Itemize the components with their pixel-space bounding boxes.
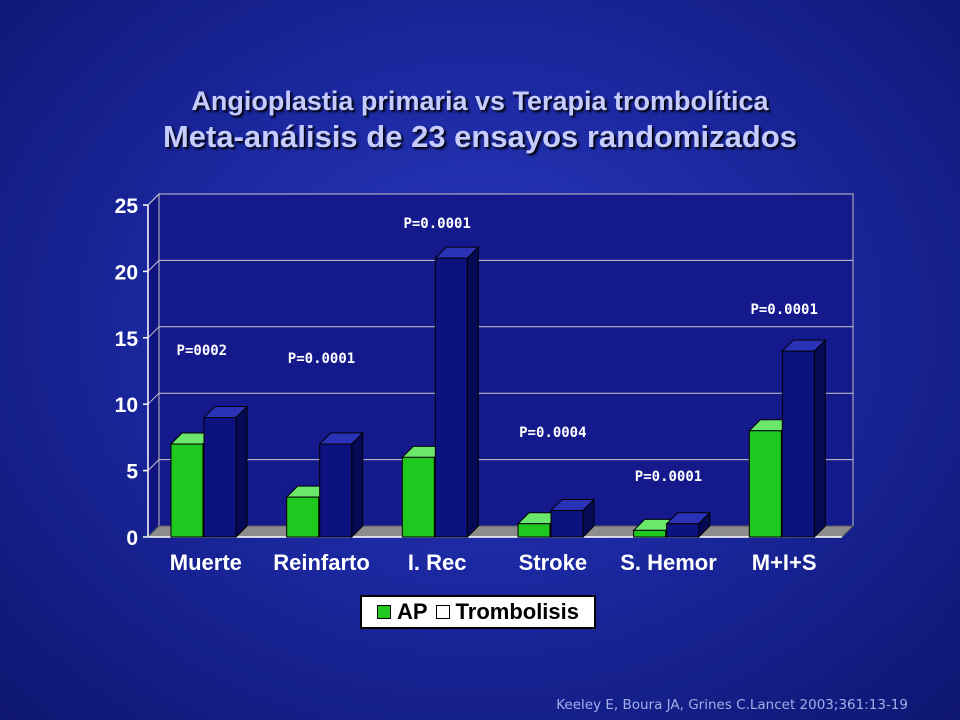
- bar-ap: [401, 456, 435, 538]
- x-tick-label: M+I+S: [752, 550, 817, 575]
- bar-side-trombolisis: [235, 405, 248, 539]
- bar-side-trombolisis: [813, 338, 826, 539]
- x-tick-label: S. Hemor: [620, 550, 717, 575]
- y-tick-label: 20: [115, 261, 138, 284]
- bar-trombolisis: [203, 416, 237, 538]
- y-tick-label: 5: [126, 461, 138, 484]
- y-tick-label: 15: [115, 328, 139, 351]
- y-tick-label: 25: [115, 195, 139, 218]
- bar-ap: [517, 523, 551, 538]
- p-value-annotation: P=0.0001: [750, 302, 817, 318]
- gridline-side: [147, 193, 160, 206]
- chart-title: Angioplastia primaria vs Terapia trombol…: [191, 86, 769, 116]
- plot-side-wall: [147, 192, 160, 539]
- x-tick-label: Stroke: [519, 550, 587, 575]
- p-value-annotation: P=0.0001: [288, 351, 355, 367]
- legend-label-ap: AP: [396, 599, 428, 624]
- bar-side-trombolisis: [351, 431, 364, 539]
- x-tick-label: Reinfarto: [273, 550, 370, 575]
- legend-item-ap: AP: [376, 599, 428, 625]
- bar-ap: [170, 443, 204, 538]
- plot-area: [158, 193, 854, 527]
- bar-ap: [633, 529, 667, 538]
- bar-trombolisis: [781, 350, 815, 538]
- y-tick-label: 10: [115, 394, 138, 417]
- bar-side-trombolisis: [466, 245, 479, 539]
- x-tick-label: I. Rec: [408, 550, 467, 575]
- p-value-annotation: P=0002: [177, 343, 228, 359]
- p-value-annotation: P=0.0001: [635, 469, 702, 485]
- bar-trombolisis: [319, 443, 353, 538]
- bar-ap: [748, 430, 782, 538]
- bar-trombolisis: [550, 509, 584, 538]
- chart-subtitle: Meta-análisis de 23 ensayos randomizados: [162, 119, 798, 154]
- gridline-side: [147, 260, 160, 272]
- chart-title-block: Angioplastia primaria vs Terapia trombol…: [0, 84, 960, 156]
- y-tick-label: 0: [126, 527, 138, 550]
- bar-trombolisis: [434, 257, 468, 538]
- chart-legend: AP Trombolisis: [360, 595, 596, 629]
- bar-trombolisis: [666, 523, 700, 538]
- citation: Keeley E, Boura JA, Grines C.Lancet 2003…: [556, 697, 908, 713]
- gridline-side: [147, 459, 160, 471]
- p-value-annotation: P=0.0004: [519, 425, 586, 441]
- bar-ap: [286, 496, 320, 538]
- p-value-annotation: P=0.0001: [403, 216, 470, 232]
- legend-swatch-trombolisis: [435, 605, 450, 619]
- gridline-side: [147, 326, 160, 339]
- legend-swatch-ap: [376, 605, 391, 619]
- legend-label-trombolisis: Trombolisis: [455, 599, 580, 624]
- gridline-side: [147, 392, 160, 405]
- plot-floor: [146, 525, 855, 538]
- x-tick-label: Muerte: [170, 550, 242, 575]
- legend-item-trombolisis: Trombolisis: [435, 599, 580, 625]
